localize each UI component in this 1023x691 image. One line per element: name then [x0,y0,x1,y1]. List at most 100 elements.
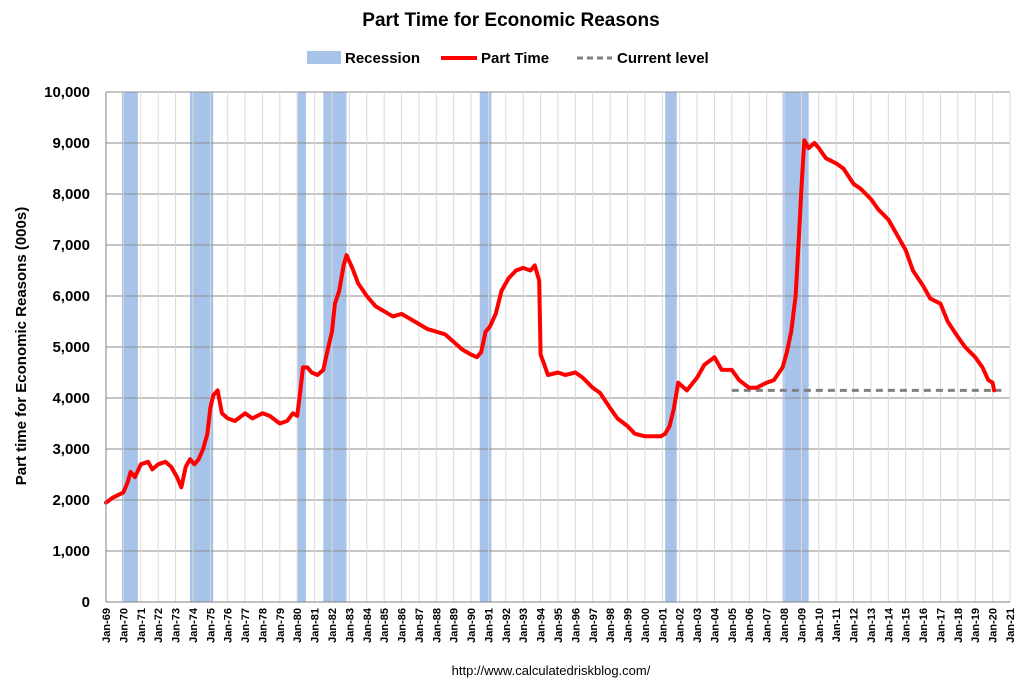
y-tick-label: 7,000 [52,237,90,254]
data-point [179,485,183,489]
y-tick-label: 3,000 [52,441,90,458]
x-tick-label: Jan-19 [970,608,982,643]
data-point [992,388,996,392]
data-point [211,393,215,397]
data-point [126,480,130,484]
data-point [208,406,212,410]
data-point [834,161,838,165]
data-point [573,371,577,374]
data-point [695,376,699,380]
data-point [321,368,325,372]
x-tick-label: Jan-79 [275,608,287,643]
chart-title: Part Time for Economic Reasons [362,10,659,31]
data-point [426,327,430,331]
data-point [350,266,354,270]
series-line-part-time [104,138,997,505]
x-tick-label: Jan-05 [727,608,739,643]
data-point [216,388,220,392]
data-point [111,495,115,499]
data-point [184,465,188,469]
data-point [650,434,654,438]
data-point [789,330,793,334]
data-point [663,432,667,436]
x-tick-label: Jan-85 [379,608,391,643]
x-tick-label: Jan-17 [935,608,947,643]
y-tick-label: 8,000 [52,186,90,203]
data-point [946,320,950,323]
x-tick-label: Jan-77 [240,608,252,643]
data-point [659,434,663,438]
data-point [500,289,503,293]
data-point [747,386,751,390]
data-point [188,457,192,461]
data-point [785,350,789,354]
x-tick-label: Jan-18 [953,608,965,643]
data-point [626,424,630,428]
data-point [991,381,995,385]
x-tick-label: Jan-72 [153,608,165,643]
y-axis-label: Part time for Economic Reasons (000s) [13,207,30,485]
data-point [337,289,341,293]
data-point [291,411,295,415]
data-point [581,376,585,380]
data-point [528,269,532,272]
data-point [129,470,133,474]
x-tick-label: Jan-88 [431,608,443,643]
data-point [278,422,282,425]
x-tick-label: Jan-76 [223,608,235,643]
data-point [233,419,237,423]
x-tick-label: Jan-73 [171,608,183,643]
x-tick-label: Jan-07 [762,608,774,643]
x-tick-label: Jan-00 [640,608,652,643]
x-tick-label: Jan-84 [362,607,374,643]
y-tick-label: 2,000 [52,492,90,509]
data-point [765,381,769,385]
x-tick-label: Jan-82 [327,608,339,643]
x-tick-label: Jan-71 [136,608,148,643]
x-tick-label: Jan-20 [988,608,1000,643]
x-tick-label: Jan-69 [101,608,113,643]
data-point [201,447,205,451]
data-point [869,197,873,201]
x-tick-label: Jan-91 [483,608,495,643]
data-point [285,419,289,423]
data-point [408,317,412,321]
data-point [598,391,602,395]
data-point [799,187,803,191]
legend-label-current-level: Current level [617,50,709,67]
series-points [104,138,996,505]
x-tick-label: Jan-15 [901,608,913,643]
data-point [391,314,395,318]
data-point [305,365,309,369]
data-point [479,350,483,354]
data-point [963,345,967,349]
data-point [542,360,546,364]
data-point [417,322,421,326]
data-point [295,414,299,418]
x-tick-label: Jan-83 [344,608,356,643]
x-tick-label: Jan-14 [883,607,895,643]
data-point [344,253,348,257]
x-tick-label: Jan-75 [205,608,217,643]
data-point [192,462,196,466]
x-tick-label: Jan-21 [1005,608,1017,643]
data-point [310,371,314,374]
data-point [737,378,741,382]
x-tick-label: Jan-95 [553,608,565,643]
data-point [169,465,173,469]
data-point [146,460,150,464]
x-tick-label: Jan-09 [796,608,808,643]
data-point [226,416,230,420]
x-tick-label: Jan-80 [292,608,304,643]
data-point [938,302,942,306]
data-point [301,365,305,369]
x-tick-label: Jan-90 [466,608,478,643]
data-point [460,348,464,352]
data-point [443,332,447,336]
data-point [591,386,595,390]
data-point [163,460,167,464]
legend-label-part-time: Part Time [481,50,549,67]
y-tick-label: 0 [82,594,90,611]
y-tick-label: 9,000 [52,135,90,152]
